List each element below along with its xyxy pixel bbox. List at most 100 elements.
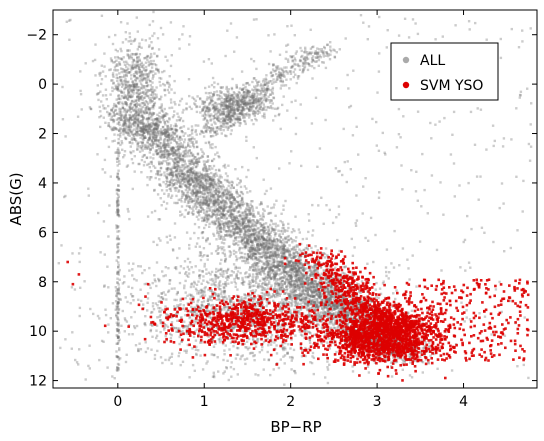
all-data-point: [129, 115, 132, 118]
all-data-point: [240, 221, 244, 224]
all-data-point: [282, 253, 285, 256]
all-data-point: [236, 219, 239, 223]
all-data-point: [225, 187, 229, 190]
all-data-point: [257, 236, 260, 240]
all-data-point: [216, 186, 219, 189]
all-data-point: [249, 249, 252, 252]
all-data-point: [210, 220, 214, 224]
all-data-point: [298, 269, 301, 272]
all-data-point: [256, 219, 259, 222]
all-data-point: [241, 198, 244, 202]
all-data-point: [140, 128, 143, 131]
all-data-point: [304, 273, 307, 276]
all-data-point: [161, 132, 164, 135]
all-data-point: [202, 188, 205, 191]
all-data-point: [162, 133, 165, 136]
all-data-point: [226, 222, 229, 226]
all-data-point: [119, 116, 123, 119]
all-data-point: [173, 137, 177, 140]
all-data-point: [165, 176, 168, 179]
all-data-point: [233, 219, 236, 223]
all-data-point: [136, 131, 139, 134]
all-data-point: [254, 269, 257, 272]
all-data-point: [352, 318, 356, 322]
all-data-point: [281, 276, 284, 279]
all-data-point: [277, 291, 280, 294]
all-data-point: [318, 290, 322, 293]
all-data-point: [328, 303, 332, 306]
all-data-point: [328, 296, 331, 299]
all-data-point: [307, 264, 310, 267]
all-data-point: [152, 135, 155, 139]
all-data-point: [265, 238, 268, 242]
all-data-point: [191, 207, 194, 211]
all-data-point: [163, 146, 167, 150]
all-data-point: [283, 244, 286, 248]
all-data-point: [129, 110, 133, 114]
all-data-point: [189, 159, 192, 162]
all-data-point: [163, 113, 166, 116]
all-data-point: [207, 167, 210, 170]
all-data-point: [313, 269, 317, 272]
all-data-point: [296, 273, 299, 276]
all-data-point: [216, 203, 220, 206]
all-data-point: [213, 195, 216, 198]
all-data-point: [228, 193, 231, 197]
all-data-point: [209, 179, 212, 182]
all-data-point: [348, 300, 351, 303]
all-data-point: [211, 202, 215, 205]
all-data-point: [167, 184, 170, 187]
all-data-point: [225, 196, 228, 199]
all-data-point: [249, 233, 253, 237]
all-data-point: [283, 237, 287, 240]
all-data-point: [191, 178, 194, 181]
all-data-point: [251, 233, 254, 236]
all-data-point: [181, 173, 184, 176]
all-data-point: [238, 222, 241, 226]
all-data-point: [295, 278, 298, 282]
all-data-point: [200, 202, 203, 205]
all-data-point: [223, 178, 227, 182]
all-data-point: [190, 129, 194, 132]
all-data-point: [274, 266, 277, 269]
all-data-point: [185, 185, 188, 188]
all-data-point: [282, 246, 285, 249]
all-data-point: [130, 138, 133, 142]
all-data-point: [306, 280, 310, 283]
all-data-point: [303, 292, 306, 296]
all-data-point: [227, 227, 231, 230]
all-data-point: [186, 186, 189, 190]
all-data-point: [154, 126, 157, 129]
all-data-point: [241, 246, 244, 250]
all-data-point: [282, 238, 285, 241]
all-data-point: [239, 213, 242, 217]
all-data-point: [275, 269, 278, 273]
all-data-point: [288, 253, 291, 256]
all-data-point: [267, 270, 270, 273]
all-data-point: [205, 176, 208, 179]
all-data-point: [148, 131, 152, 134]
all-data-point: [383, 357, 386, 360]
all-data-point: [202, 202, 205, 205]
all-data-point: [239, 214, 242, 217]
all-data-point: [283, 270, 286, 274]
all-data-point: [232, 196, 235, 199]
all-data-point: [134, 119, 137, 122]
all-data-point: [334, 319, 337, 323]
all-data-point: [323, 256, 327, 259]
all-data-point: [166, 145, 169, 148]
all-data-point: [185, 172, 188, 176]
all-data-point: [249, 190, 252, 193]
all-data-point: [195, 185, 198, 189]
all-data-point: [309, 285, 313, 288]
all-data-point: [183, 173, 186, 176]
all-data-point: [320, 285, 323, 289]
all-data-point: [222, 228, 226, 232]
all-data-point: [343, 327, 346, 330]
all-data-point: [163, 146, 166, 150]
all-data-point: [203, 162, 206, 166]
all-data-point: [133, 155, 136, 158]
all-data-point: [236, 270, 240, 273]
all-data-point: [263, 226, 266, 230]
all-data-point: [251, 228, 254, 232]
